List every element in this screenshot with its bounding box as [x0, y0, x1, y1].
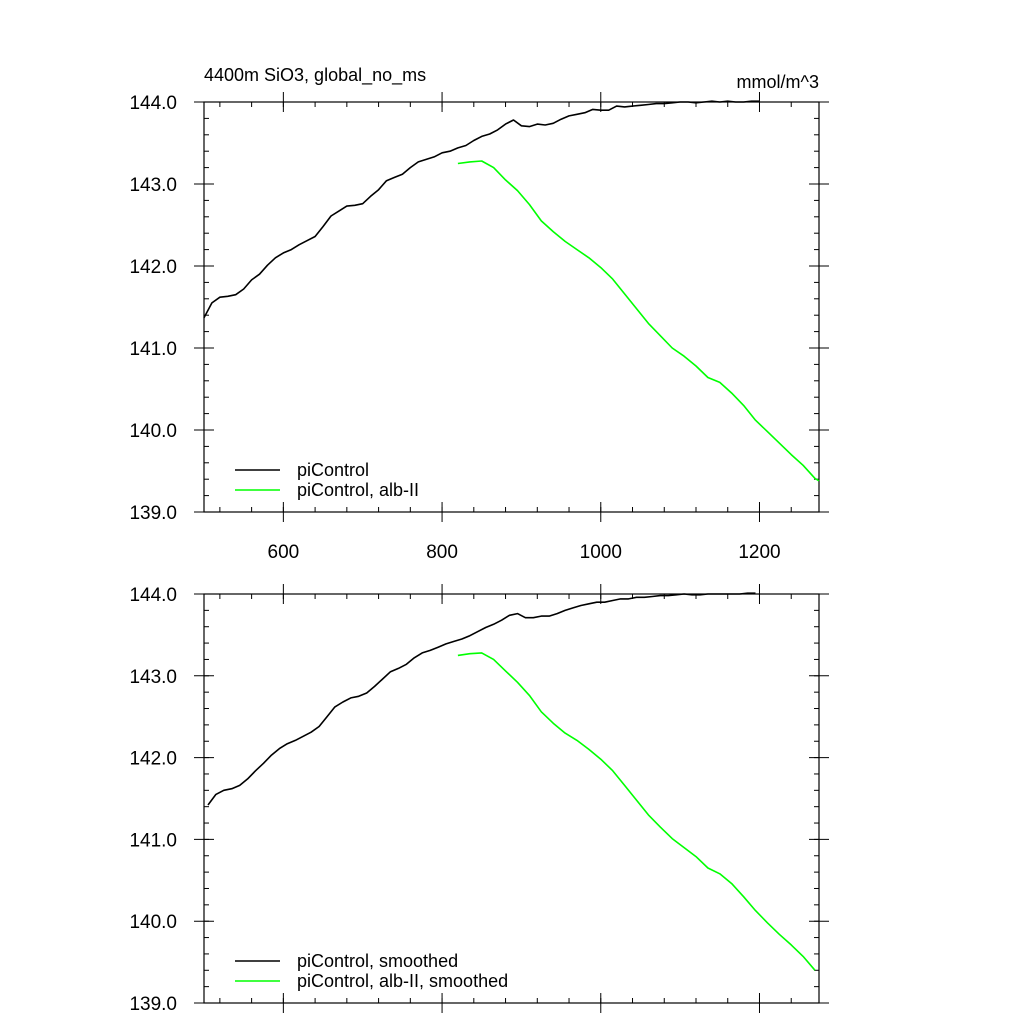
y-tick-label: 144.0: [129, 93, 177, 114]
x-tick-label: 1200: [738, 542, 780, 563]
top-panel: 139.0 140.0 141.0 142.0 143.0 144.0 600 800 1000…: [129, 65, 829, 563]
y-tick-label: 141.0: [129, 830, 177, 851]
y-tick-label: 141.0: [129, 339, 177, 360]
units-label: mmol/m^3: [737, 72, 819, 92]
y-tick-label: 142.0: [129, 749, 177, 770]
x-tick-label: 800: [426, 542, 458, 563]
chart-title: 4400m SiO3, global_no_ms: [204, 65, 426, 86]
y-tick-label: 140.0: [129, 912, 177, 933]
series-line: [457, 160, 820, 482]
y-tick-label: 144.0: [129, 585, 177, 606]
y-tick-label: 143.0: [129, 667, 177, 688]
y-tick-label: 139.0: [129, 503, 177, 524]
y-tick-label: 139.0: [129, 994, 177, 1015]
x-tick-label: 600: [268, 542, 300, 563]
series-line: [457, 652, 816, 971]
series-line: [203, 100, 760, 319]
legend-label: piControl, alb-II, smoothed: [297, 971, 508, 991]
series-line: [207, 592, 756, 806]
legend-label: piControl, smoothed: [297, 951, 458, 971]
plot-frame: [203, 593, 820, 1004]
y-tick-label: 143.0: [129, 175, 177, 196]
x-tick-label: 1000: [580, 542, 622, 563]
y-tick-label: 142.0: [129, 257, 177, 278]
y-tick-label: 140.0: [129, 421, 177, 442]
legend-label: piControl: [297, 460, 369, 480]
legend-label: piControl, alb-II: [297, 480, 419, 500]
plot-frame: [203, 101, 820, 513]
bottom-panel: 139.0 140.0 141.0 142.0 143.0 144.0 piControl,…: [129, 584, 829, 1015]
